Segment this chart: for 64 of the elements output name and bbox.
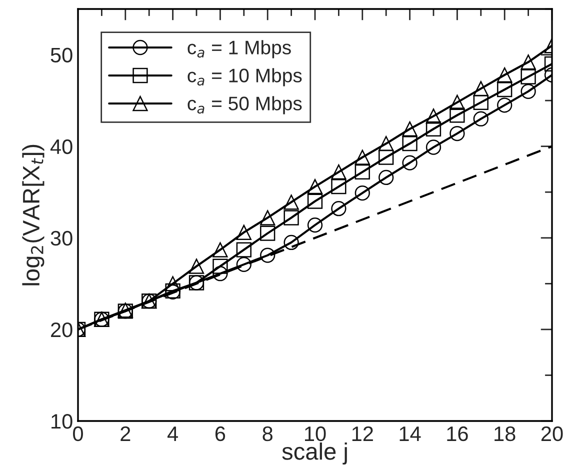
point (378, 150, 394, 165)
legend-label: c$_{a}$ = 50 Mbps (188, 96, 302, 114)
x-tick-label: 10 (305, 426, 326, 442)
point (212, 242, 228, 258)
y-tick-label: 40 (50, 139, 72, 154)
point (307, 194, 323, 209)
y-tick-label: 10 (52, 414, 72, 429)
point (473, 94, 488, 110)
point (354, 164, 370, 180)
point (450, 108, 465, 123)
point (307, 218, 323, 233)
point (212, 266, 228, 282)
point (426, 140, 442, 155)
point (284, 210, 299, 226)
y-tick-label: 20 (51, 322, 72, 338)
point (497, 82, 512, 98)
point (260, 248, 276, 263)
x-tick-label: 18 (494, 426, 516, 442)
point (236, 256, 252, 272)
point (331, 201, 346, 216)
point (402, 155, 418, 170)
point (260, 226, 276, 241)
legend-label: c$_{a}$ = 10 Mbps (188, 68, 302, 86)
point (473, 81, 488, 96)
point (307, 179, 323, 194)
point (331, 164, 346, 180)
point (473, 111, 488, 126)
point (236, 242, 252, 258)
point (450, 94, 465, 110)
x-axis-title: scale j (282, 442, 347, 465)
x-tick-label: 6 (215, 426, 226, 442)
y-tick-label: 50 (50, 48, 72, 63)
point (188, 258, 204, 274)
x-tick-label: 20 (541, 426, 563, 442)
point (378, 136, 394, 152)
x-tick-label: 8 (262, 426, 272, 442)
y-tick-label: 30 (50, 230, 72, 246)
legend-label: c$_{a}$ = 1 Mbps (188, 40, 291, 58)
point (426, 121, 442, 137)
point (354, 185, 370, 201)
x-tick-label: 4 (167, 426, 178, 441)
point (212, 258, 228, 274)
point (402, 136, 418, 152)
point (520, 84, 536, 99)
x-tick-label: 16 (447, 426, 468, 442)
y-axis-title: log$_{2}$(VAR[X$_{t}$]) (22, 144, 44, 286)
point (378, 170, 394, 186)
point (450, 126, 465, 142)
point (402, 121, 418, 137)
point (260, 210, 276, 226)
point (331, 179, 346, 194)
point (426, 108, 442, 124)
point (497, 98, 512, 113)
point (236, 224, 252, 240)
point (354, 150, 370, 165)
point (284, 194, 299, 210)
x-tick-label: 14 (400, 426, 421, 441)
point (497, 67, 512, 82)
x-tick-label: 2 (120, 426, 130, 441)
point (284, 234, 299, 250)
point (520, 69, 536, 84)
x-tick-label: 0 (73, 426, 83, 442)
point (520, 54, 536, 70)
x-tick-label: 12 (352, 426, 373, 441)
